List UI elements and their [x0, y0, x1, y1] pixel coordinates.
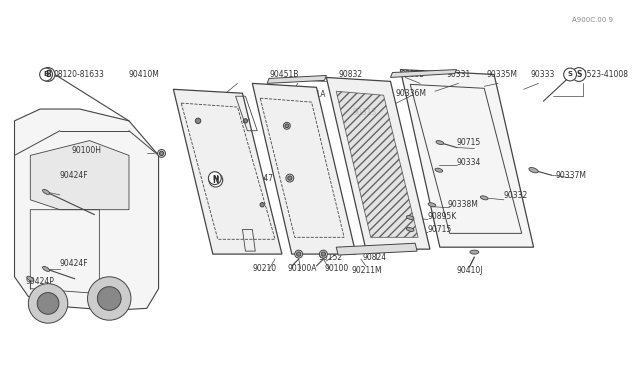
- Text: B: B: [44, 71, 49, 77]
- Text: S: S: [576, 70, 582, 79]
- Circle shape: [97, 287, 121, 310]
- Circle shape: [259, 201, 266, 209]
- Text: 90715: 90715: [456, 138, 481, 147]
- Text: 90100: 90100: [324, 264, 349, 273]
- Circle shape: [260, 203, 264, 207]
- Text: 90100H: 90100H: [72, 146, 102, 155]
- Polygon shape: [15, 109, 159, 310]
- Circle shape: [193, 116, 203, 126]
- Circle shape: [572, 68, 586, 81]
- Circle shape: [157, 150, 166, 157]
- Text: 90424P: 90424P: [26, 277, 54, 286]
- Circle shape: [41, 68, 55, 81]
- Polygon shape: [267, 76, 326, 83]
- Circle shape: [209, 172, 221, 185]
- Circle shape: [286, 174, 294, 182]
- Circle shape: [241, 117, 250, 125]
- Ellipse shape: [406, 216, 414, 219]
- Polygon shape: [336, 91, 418, 237]
- Text: N: N: [212, 176, 219, 185]
- Circle shape: [40, 68, 52, 81]
- Text: 90410J: 90410J: [456, 266, 483, 275]
- Circle shape: [287, 176, 292, 180]
- Circle shape: [159, 151, 164, 155]
- Text: 90424F: 90424F: [60, 259, 88, 269]
- Circle shape: [195, 118, 201, 124]
- Text: 08911-60847: 08911-60847: [223, 174, 274, 183]
- Ellipse shape: [27, 276, 34, 281]
- Circle shape: [243, 119, 248, 123]
- Polygon shape: [30, 141, 129, 210]
- Text: 90335M: 90335M: [486, 70, 517, 79]
- Text: 90715: 90715: [428, 225, 452, 234]
- Text: 90333: 90333: [531, 70, 555, 79]
- Ellipse shape: [436, 141, 444, 145]
- Ellipse shape: [481, 196, 488, 200]
- Text: 90313: 90313: [352, 109, 376, 118]
- Text: 90451A: 90451A: [297, 90, 326, 99]
- Polygon shape: [173, 89, 282, 254]
- Circle shape: [319, 250, 327, 258]
- Circle shape: [28, 284, 68, 323]
- Polygon shape: [390, 70, 456, 77]
- Text: 90895K: 90895K: [428, 212, 457, 221]
- Ellipse shape: [42, 266, 50, 272]
- Text: 90337M: 90337M: [556, 171, 586, 180]
- Text: 90824: 90824: [363, 253, 387, 262]
- Text: 90410M: 90410M: [129, 70, 160, 79]
- Text: 90334: 90334: [456, 158, 481, 167]
- Polygon shape: [336, 243, 417, 255]
- Ellipse shape: [470, 250, 479, 254]
- Text: 90331: 90331: [447, 70, 471, 79]
- Polygon shape: [401, 70, 534, 247]
- Polygon shape: [252, 83, 356, 254]
- Text: A900C.00 9: A900C.00 9: [572, 17, 612, 23]
- Text: 90895: 90895: [401, 70, 424, 79]
- Circle shape: [321, 252, 326, 256]
- Polygon shape: [326, 77, 430, 249]
- Text: 90338M: 90338M: [448, 200, 479, 209]
- Text: 90832: 90832: [338, 70, 362, 79]
- Text: S: S: [568, 71, 573, 77]
- Text: 90152: 90152: [319, 253, 342, 262]
- Text: 08523-41008: 08523-41008: [578, 70, 629, 79]
- Text: 96030F: 96030F: [232, 195, 261, 204]
- Text: 90332: 90332: [504, 191, 528, 201]
- Circle shape: [295, 250, 303, 258]
- Text: 90100A: 90100A: [288, 264, 317, 273]
- Text: 90451B: 90451B: [269, 70, 298, 79]
- Text: 08120-81633: 08120-81633: [54, 70, 105, 79]
- Circle shape: [296, 252, 301, 256]
- Ellipse shape: [42, 189, 50, 195]
- Circle shape: [285, 124, 289, 128]
- Ellipse shape: [428, 203, 436, 207]
- Text: 90424F: 90424F: [60, 171, 88, 180]
- Text: 90336M: 90336M: [396, 89, 426, 98]
- Ellipse shape: [406, 227, 414, 231]
- Text: B: B: [45, 70, 51, 79]
- Circle shape: [564, 68, 577, 81]
- Ellipse shape: [529, 167, 538, 173]
- Circle shape: [284, 122, 291, 129]
- Text: 90211M: 90211M: [351, 266, 381, 275]
- Text: N: N: [212, 175, 218, 181]
- Circle shape: [209, 173, 223, 187]
- Circle shape: [88, 277, 131, 320]
- Text: 90210: 90210: [252, 264, 276, 273]
- Circle shape: [37, 292, 59, 314]
- Ellipse shape: [435, 168, 443, 172]
